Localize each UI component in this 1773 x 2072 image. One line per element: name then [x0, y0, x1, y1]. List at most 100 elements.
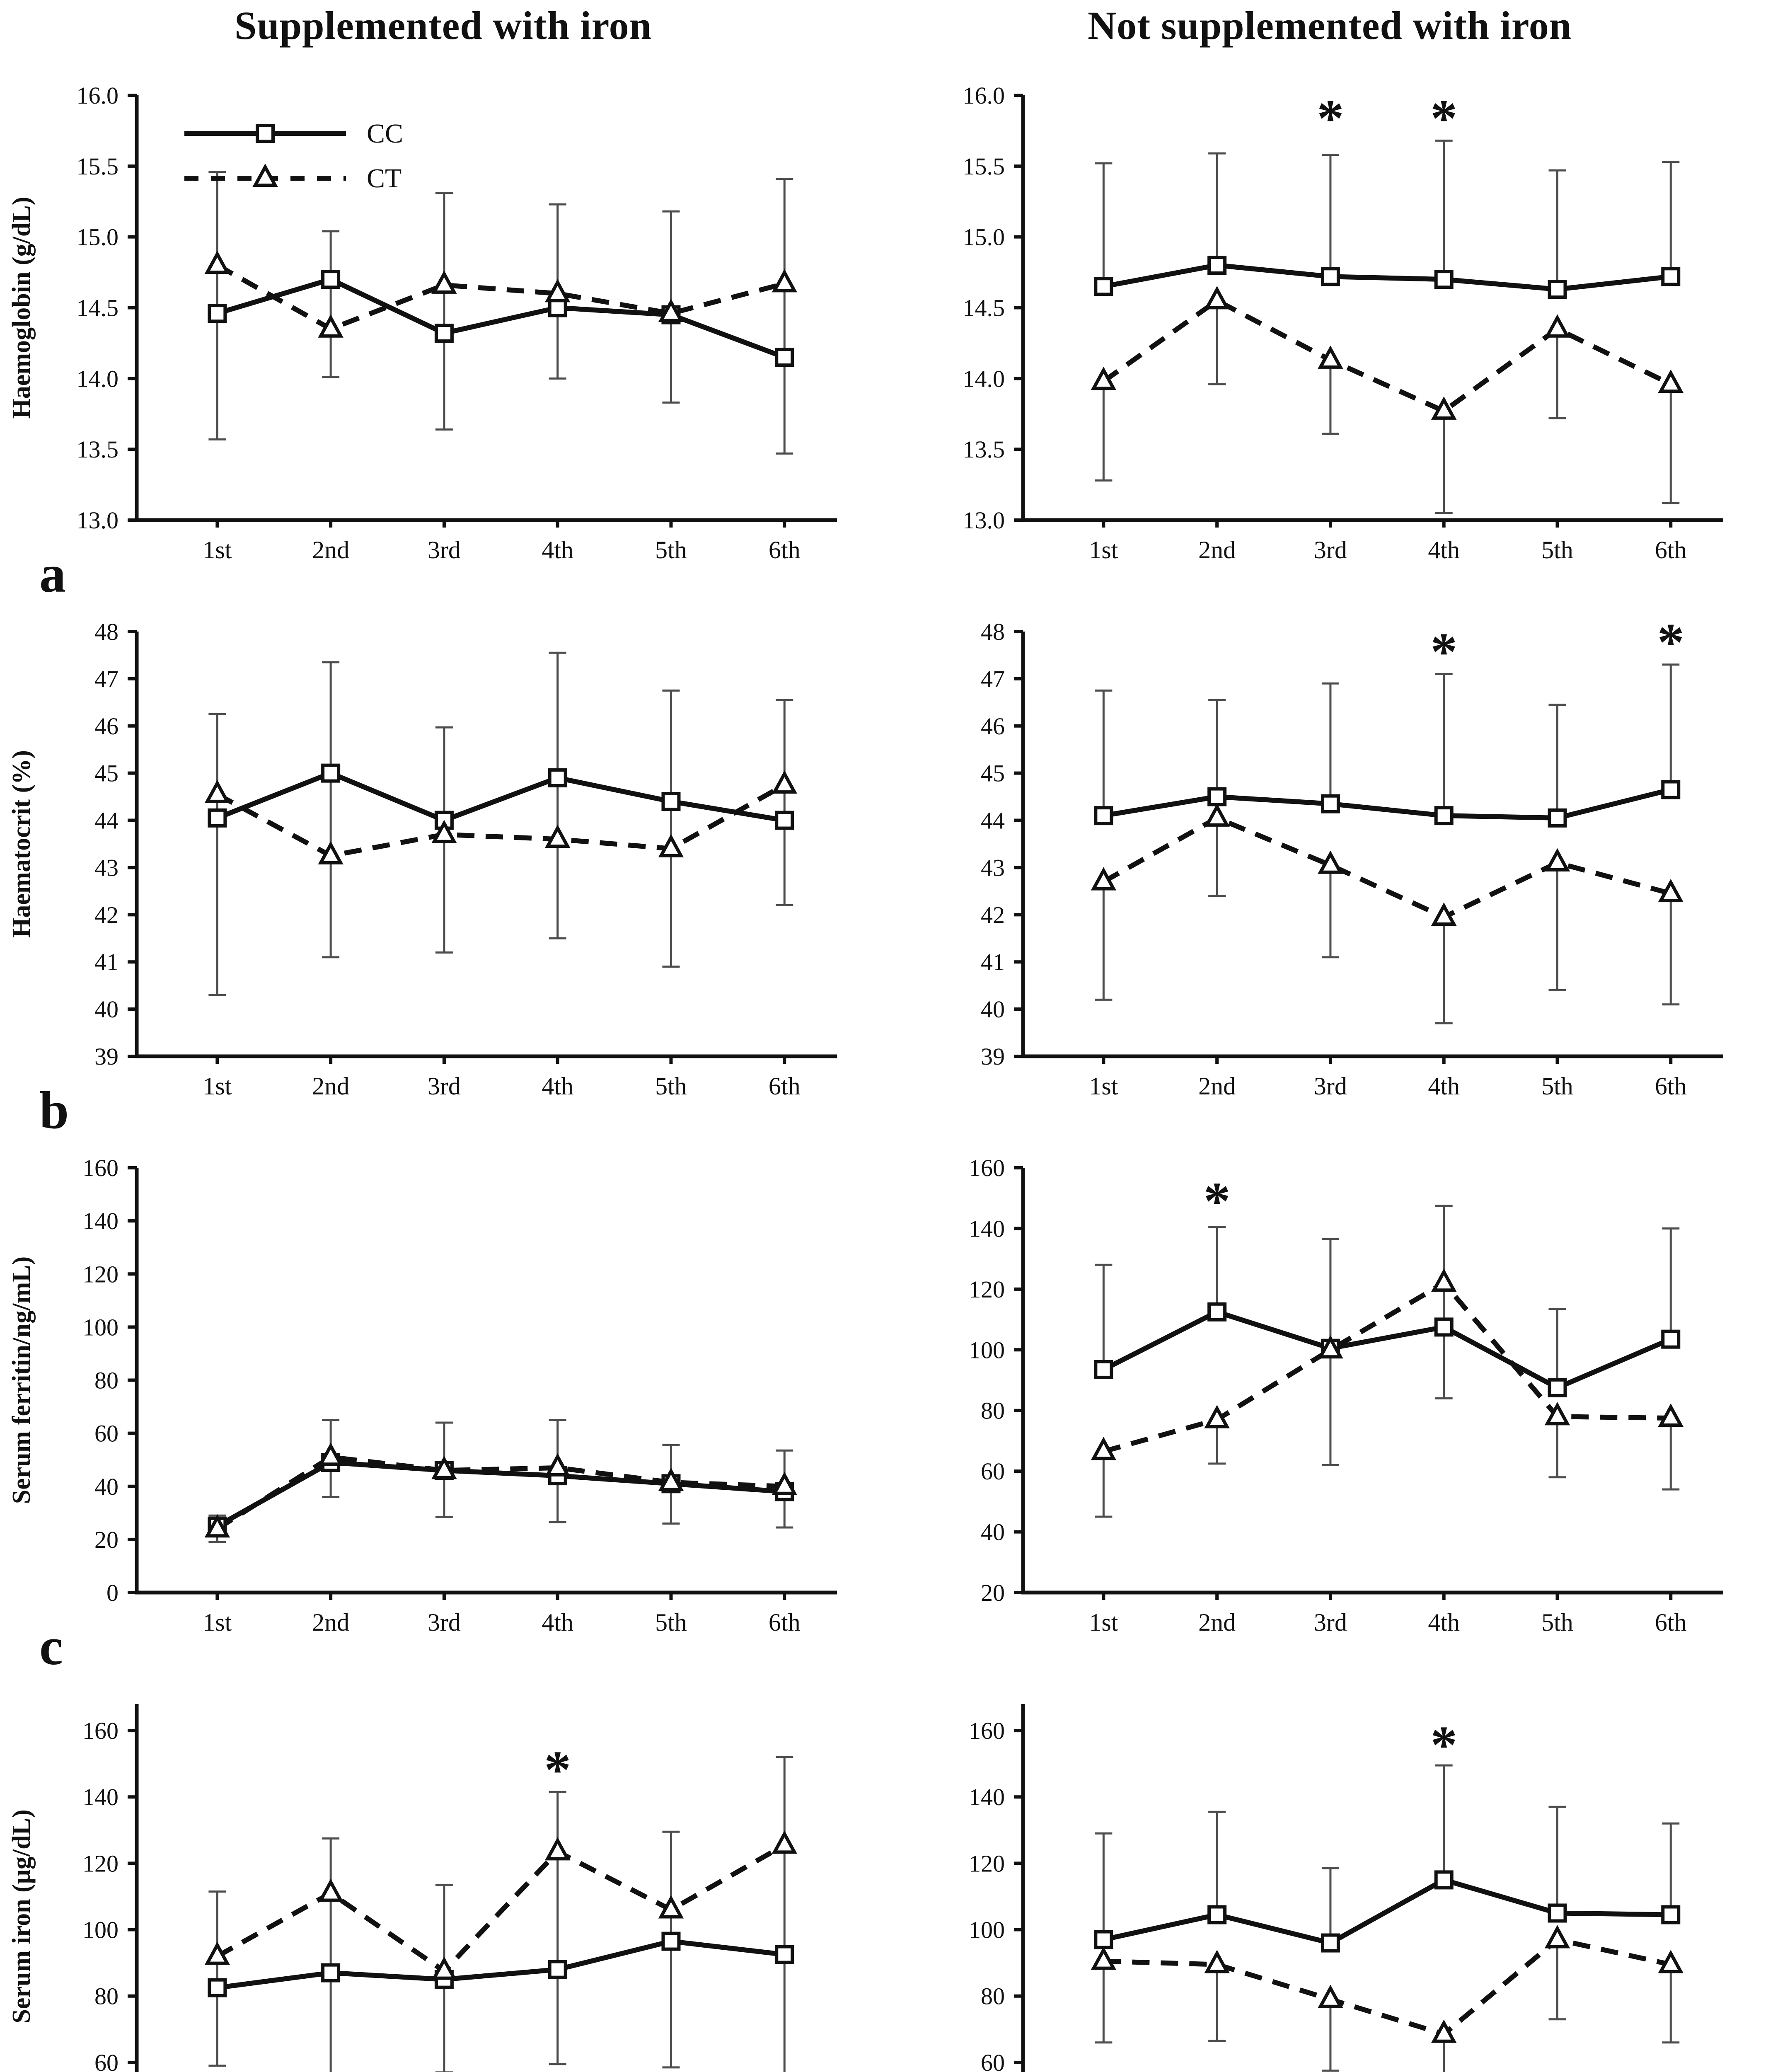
marker-square [1434, 1317, 1454, 1337]
y-tick-label: 43 [94, 854, 119, 881]
x-tick-label: 3rd [428, 536, 461, 564]
marker-square [1094, 1930, 1113, 1949]
chart-haemoglobin-not-supplemented: 13.0 13.5 14.0 14.5 15.0 15.5 16.0 1st 2nd 3rd 4th… [963, 82, 1723, 564]
x-tick-label: 2nd [1198, 536, 1236, 564]
x-tick-label: 6th [769, 1072, 801, 1100]
marker-triangle [252, 163, 278, 187]
series-line-CC [1102, 1309, 1672, 1391]
marker-square [661, 1932, 681, 1951]
significance-asterisk: * [1430, 89, 1457, 148]
marker-triangle [204, 250, 230, 274]
marker-triangle [318, 1878, 343, 1902]
marker-triangle [1091, 867, 1117, 891]
row-label-c: c [39, 1617, 63, 1671]
y-tick-label: 48 [981, 618, 1005, 645]
x-tick-label: 4th [542, 1609, 573, 1636]
y-tick-label: 48 [94, 618, 119, 645]
y-tick-label: 15.0 [963, 224, 1005, 251]
y-tick-label: 13.0 [963, 507, 1005, 534]
y-tick-label: 13.0 [77, 507, 119, 534]
marker-triangle [1544, 314, 1570, 338]
series-line-CC [1103, 787, 1671, 821]
marker-triangle [1204, 1950, 1230, 1973]
marker-square [1094, 806, 1113, 825]
x-tick-label: 1st [203, 1609, 232, 1636]
y-tick-label: 39 [981, 1043, 1005, 1070]
column-title-right: Not supplemented with iron [1087, 3, 1572, 48]
x-tick-label: 3rd [428, 1072, 461, 1100]
marker-square [1321, 794, 1340, 813]
y-tick-label: 0 [106, 1579, 119, 1606]
x-tick-label: 6th [1655, 536, 1687, 564]
marker-square [1434, 270, 1454, 289]
marker-square [1548, 1378, 1567, 1397]
chart-haematocrit-supplemented: 39 40 41 42 43 44 45 46 47 48 1st 2nd 3rd 4th 5th 6th Ha… [7, 618, 837, 1135]
y-tick-label: 42 [94, 901, 119, 928]
x-tick-label: 5th [655, 1072, 687, 1100]
marker-triangle [1091, 366, 1117, 390]
marker-triangle [544, 278, 571, 303]
chart-haemoglobin-supplemented: 13.0 13.5 14.0 14.5 15.0 15.5 16.0 1st 2nd 3rd 4th… [7, 82, 837, 598]
marker-square [1661, 780, 1681, 799]
x-tick-label: 4th [542, 1072, 573, 1100]
y-tick-label: 15.5 [77, 153, 119, 180]
y-tick-label: 140 [969, 1784, 1005, 1811]
marker-square [434, 324, 454, 343]
series-line-CT [1103, 1280, 1671, 1454]
series-line-CC [1103, 1877, 1671, 1946]
marker-square [1661, 1905, 1681, 1924]
marker-triangle [204, 1941, 230, 1965]
marker-triangle [1318, 1335, 1343, 1359]
chart-haematocrit-not-supplemented: 39 40 41 42 43 44 45 46 47 48 1st 2nd 3rd 4th 5th 6th * * [981, 612, 1723, 1100]
marker-square [548, 1960, 567, 1979]
marker-triangle [1431, 396, 1457, 420]
series-line-CT [216, 1455, 785, 1531]
marker-triangle [1318, 1985, 1343, 2008]
y-tick-label: 160 [969, 1155, 1005, 1181]
y-tick-label: 100 [82, 1917, 119, 1944]
y-tick-label: 160 [969, 1717, 1005, 1744]
y-tick-label: 14.0 [77, 365, 119, 392]
marker-square [548, 768, 567, 788]
x-tick-label: 1st [1089, 536, 1118, 564]
marker-triangle [772, 1472, 797, 1495]
marker-square [321, 1963, 341, 1982]
panel-c-right: 20 40 60 80 100 120 140 160 1st 2nd 3rd 4th 5th 6th * [886, 1135, 1773, 1671]
y-tick-label: 39 [94, 1043, 119, 1070]
marker-triangle [318, 841, 343, 864]
y-axis-title: Serum iron (μg/dL) [7, 1809, 36, 2023]
y-tick-label: 47 [981, 666, 1005, 692]
marker-triangle [1204, 803, 1230, 827]
series-line-CC [216, 770, 785, 823]
marker-triangle [1318, 345, 1343, 369]
y-tick-label: 140 [82, 1208, 119, 1234]
marker-triangle [544, 1453, 571, 1477]
y-tick-label: 44 [981, 807, 1005, 834]
x-tick-label: 5th [1541, 1072, 1573, 1100]
y-tick-label: 80 [981, 1983, 1005, 2010]
marker-triangle [1544, 1402, 1570, 1426]
marker-square [661, 792, 681, 811]
marker-square [321, 270, 341, 289]
series-line-CT [1102, 815, 1671, 920]
x-tick-label: 3rd [1314, 536, 1347, 564]
y-tick-label: 60 [94, 2049, 119, 2072]
marker-triangle [1091, 1437, 1117, 1460]
y-tick-label: 45 [94, 760, 119, 787]
series-line-CT [216, 1843, 786, 1975]
marker-square [256, 124, 275, 143]
y-tick-label: 42 [981, 901, 1005, 928]
x-tick-label: 4th [1428, 536, 1460, 564]
marker-triangle [658, 1895, 684, 1919]
y-tick-label: 47 [94, 666, 119, 692]
y-tick-label: 43 [981, 854, 1005, 881]
row-label-b: b [39, 1081, 69, 1135]
y-tick-label: 60 [981, 1458, 1005, 1485]
y-tick-label: 80 [981, 1397, 1005, 1424]
y-tick-label: 140 [969, 1215, 1005, 1242]
marker-triangle [204, 779, 230, 803]
y-tick-label: 13.5 [963, 436, 1005, 463]
marker-triangle [772, 1830, 797, 1854]
